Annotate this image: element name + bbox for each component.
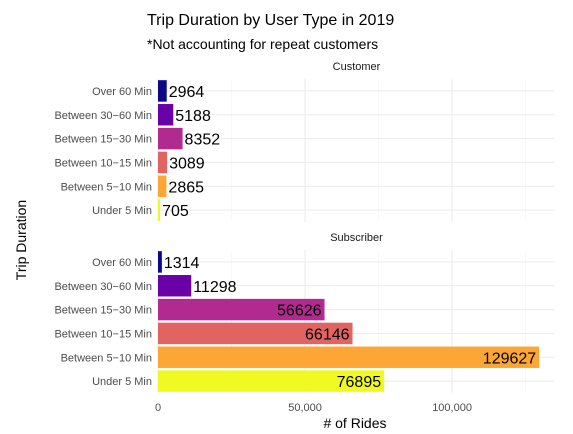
y-axis-title: Trip Duration <box>13 200 29 280</box>
x-axis: 0 50,000 100,000 <box>155 402 472 414</box>
bar <box>158 346 540 368</box>
bar-value-label: 1314 <box>164 255 200 272</box>
bar-value-label: 2964 <box>169 84 205 101</box>
x-tick-label: 0 <box>155 402 161 414</box>
y-tick-label: Between 30−60 Min <box>54 110 152 122</box>
chart-subtitle: *Not accounting for repeat customers <box>147 36 378 52</box>
bar <box>158 80 167 102</box>
bar <box>158 251 162 273</box>
x-tick-label: 50,000 <box>288 402 322 414</box>
facet-panels: Customer Over 60 Min 2964 Between 30−60 Min… <box>54 61 555 393</box>
chart-title: Trip Duration by User Type in 2019 <box>147 12 394 29</box>
y-tick-label: Between 15−30 Min <box>54 305 152 317</box>
y-tick-label: Between 10−15 Min <box>54 328 152 340</box>
x-tick-label: 100,000 <box>432 402 472 414</box>
y-tick-label: Over 60 Min <box>92 86 152 98</box>
bar <box>158 199 161 221</box>
bar-value-label: 5188 <box>175 108 211 125</box>
y-tick-label: Between 5−10 Min <box>61 181 152 193</box>
bar <box>158 275 192 297</box>
y-tick-label: Between 10−15 Min <box>54 157 152 169</box>
bar <box>158 127 183 150</box>
bar <box>158 151 168 174</box>
bar <box>158 298 325 321</box>
bar-value-label: 705 <box>162 203 189 220</box>
bar <box>158 104 174 126</box>
bar-value-label: 11298 <box>193 279 236 296</box>
y-tick-label: Between 30−60 Min <box>54 281 152 293</box>
y-tick-label: Over 60 Min <box>92 257 152 269</box>
y-tick-label: Between 5−10 Min <box>61 352 152 364</box>
bar <box>158 370 385 392</box>
bar-value-label: 56626 <box>277 303 322 320</box>
bar-value-label: 129627 <box>483 350 536 367</box>
facet-label: Subscriber <box>330 232 383 244</box>
facet-panel-customer: Customer Over 60 Min 2964 Between 30−60 Min… <box>54 61 555 222</box>
bar-value-label: 8352 <box>185 132 221 149</box>
y-tick-label: Under 5 Min <box>92 205 152 217</box>
facet-panel-subscriber: Subscriber Over 60 Min 1314 Between 30−60 M… <box>54 232 555 393</box>
bar <box>158 322 353 345</box>
facet-label: Customer <box>333 61 381 73</box>
bar <box>158 175 167 197</box>
y-tick-label: Between 15−30 Min <box>54 134 152 146</box>
bar-value-label: 76895 <box>337 374 382 391</box>
bar-value-label: 3089 <box>169 155 205 172</box>
x-axis-title: # of Rides <box>323 415 386 431</box>
y-tick-label: Under 5 Min <box>92 376 152 388</box>
bar-value-label: 66146 <box>305 326 350 343</box>
bar-value-label: 2865 <box>168 179 204 196</box>
